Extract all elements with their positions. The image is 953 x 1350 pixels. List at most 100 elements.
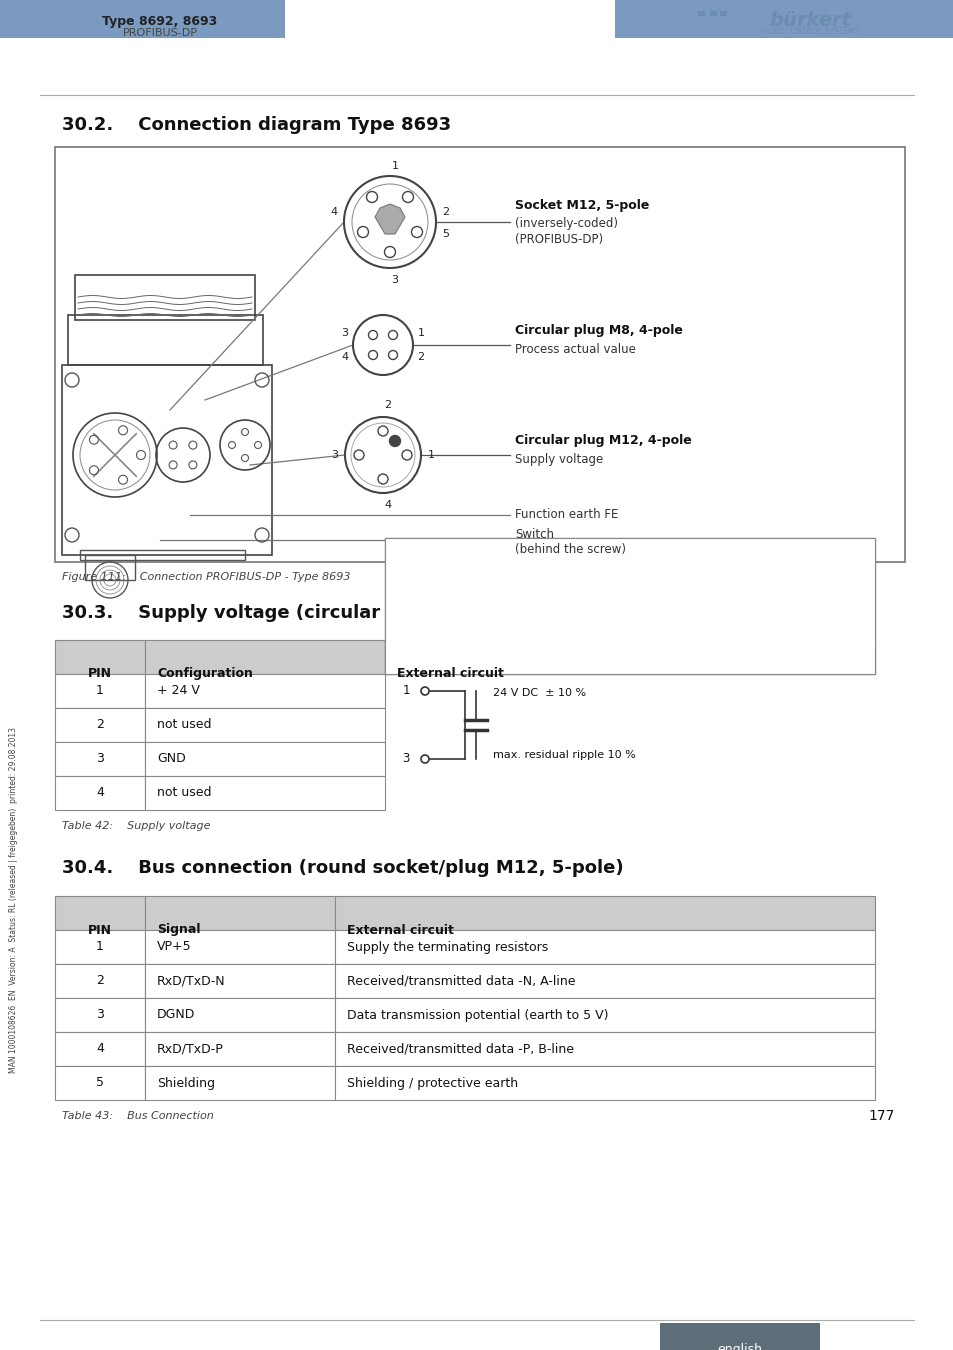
Bar	[709, 11, 717, 16]
Bar	[80, 549, 245, 560]
Text: 4: 4	[384, 500, 391, 510]
Text: (PROFIBUS-DP): (PROFIBUS-DP)	[515, 234, 602, 247]
Text: Function earth FE: Function earth FE	[515, 509, 618, 521]
Text: Type 8692, 8693: Type 8692, 8693	[102, 15, 217, 28]
Bar	[145, 930, 335, 964]
Text: 4: 4	[341, 352, 348, 362]
Text: 3: 3	[96, 1008, 104, 1022]
Text: 1: 1	[417, 328, 424, 338]
Bar	[145, 707, 385, 742]
Bar	[145, 776, 385, 810]
Text: Supply voltage: Supply voltage	[515, 454, 602, 467]
Bar	[0, 0, 285, 38]
Text: bürkert: bürkert	[768, 11, 850, 30]
Bar	[720, 11, 726, 16]
Text: + 24 V: + 24 V	[157, 684, 200, 698]
Text: Shielding / protective earth: Shielding / protective earth	[347, 1076, 517, 1089]
Bar	[615, 0, 953, 38]
Bar	[385, 539, 874, 674]
Text: Circular plug M12, 4-pole: Circular plug M12, 4-pole	[515, 435, 691, 447]
Text: 3: 3	[96, 752, 104, 765]
Text: External circuit: External circuit	[347, 923, 454, 937]
Circle shape	[389, 436, 400, 447]
Text: 30.3.    Supply voltage (circular plug M12, 4-pole): 30.3. Supply voltage (circular plug M12,…	[62, 603, 564, 622]
Text: Supply the terminating resistors: Supply the terminating resistors	[347, 941, 548, 953]
Text: Signal: Signal	[157, 923, 200, 937]
Text: Switch: Switch	[515, 528, 554, 541]
Bar	[55, 896, 145, 930]
Bar	[145, 1066, 335, 1100]
Circle shape	[420, 687, 429, 695]
Text: Data transmission potential (earth to 5 V): Data transmission potential (earth to 5 …	[347, 1008, 608, 1022]
Text: Figure 111:    Connection PROFIBUS-DP - Type 8693: Figure 111: Connection PROFIBUS-DP - Typ…	[62, 572, 350, 582]
Bar	[335, 1066, 874, 1100]
Text: 30.2.    Connection diagram Type 8693: 30.2. Connection diagram Type 8693	[62, 116, 451, 134]
Text: Shielding: Shielding	[157, 1076, 214, 1089]
Bar	[55, 640, 145, 674]
Bar	[145, 1031, 335, 1067]
Text: RxD/TxD-N: RxD/TxD-N	[157, 975, 226, 987]
Text: 1: 1	[391, 161, 398, 171]
Text: DGND: DGND	[157, 1008, 195, 1022]
Text: Circular plug M8, 4-pole: Circular plug M8, 4-pole	[515, 324, 682, 338]
Bar	[145, 743, 385, 776]
Bar	[55, 998, 145, 1031]
Text: 1: 1	[427, 450, 434, 460]
Bar	[335, 998, 874, 1031]
Text: 4: 4	[96, 787, 104, 799]
Text: 5: 5	[442, 230, 449, 239]
Text: max. residual ripple 10 %: max. residual ripple 10 %	[493, 751, 635, 760]
Text: 2: 2	[384, 400, 391, 410]
Text: 3: 3	[331, 450, 338, 460]
Text: Socket M12, 5-pole: Socket M12, 5-pole	[515, 200, 649, 212]
Text: Table 42:    Supply voltage: Table 42: Supply voltage	[62, 821, 211, 832]
Bar	[85, 555, 135, 580]
Bar	[55, 707, 145, 742]
Text: 2: 2	[442, 207, 449, 217]
Bar	[75, 275, 254, 320]
Circle shape	[345, 417, 420, 493]
Bar	[659, 1323, 820, 1350]
Text: Process actual value: Process actual value	[515, 343, 636, 356]
Text: (behind the screw): (behind the screw)	[515, 544, 625, 556]
Bar	[698, 11, 704, 16]
Bar	[145, 674, 385, 707]
Bar	[385, 539, 874, 674]
Bar	[62, 364, 272, 555]
Bar	[385, 539, 874, 674]
Text: VP+5: VP+5	[157, 941, 192, 953]
Bar	[55, 776, 145, 810]
Bar	[55, 1031, 145, 1067]
Bar	[55, 930, 145, 964]
Text: 1: 1	[96, 684, 104, 698]
Bar	[335, 930, 874, 964]
Polygon shape	[375, 204, 405, 234]
Text: PIN: PIN	[88, 923, 112, 937]
Text: 2: 2	[96, 718, 104, 732]
Bar	[145, 896, 335, 930]
Bar	[145, 640, 385, 674]
Text: External circuit: External circuit	[396, 667, 503, 680]
Bar	[335, 964, 874, 998]
Text: FLUID CONTROL SYSTEMS: FLUID CONTROL SYSTEMS	[760, 27, 859, 36]
Text: Received/transmitted data -P, B-line: Received/transmitted data -P, B-line	[347, 1042, 574, 1056]
Bar	[385, 539, 874, 674]
Circle shape	[420, 755, 429, 763]
Bar	[55, 147, 904, 562]
Text: 2: 2	[96, 975, 104, 987]
Text: (inversely-coded): (inversely-coded)	[515, 217, 618, 231]
Text: 3: 3	[391, 275, 398, 285]
Text: 1: 1	[402, 684, 410, 698]
Bar	[55, 674, 145, 707]
Text: 2: 2	[417, 352, 424, 362]
Bar	[335, 896, 874, 930]
Text: GND: GND	[157, 752, 186, 765]
Text: 177: 177	[868, 1108, 894, 1123]
Bar	[335, 1031, 874, 1067]
Bar	[55, 964, 145, 998]
Bar	[385, 640, 874, 674]
Text: Configuration: Configuration	[157, 667, 253, 680]
Text: not used: not used	[157, 787, 212, 799]
Text: 3: 3	[341, 328, 348, 338]
Bar	[55, 1066, 145, 1100]
